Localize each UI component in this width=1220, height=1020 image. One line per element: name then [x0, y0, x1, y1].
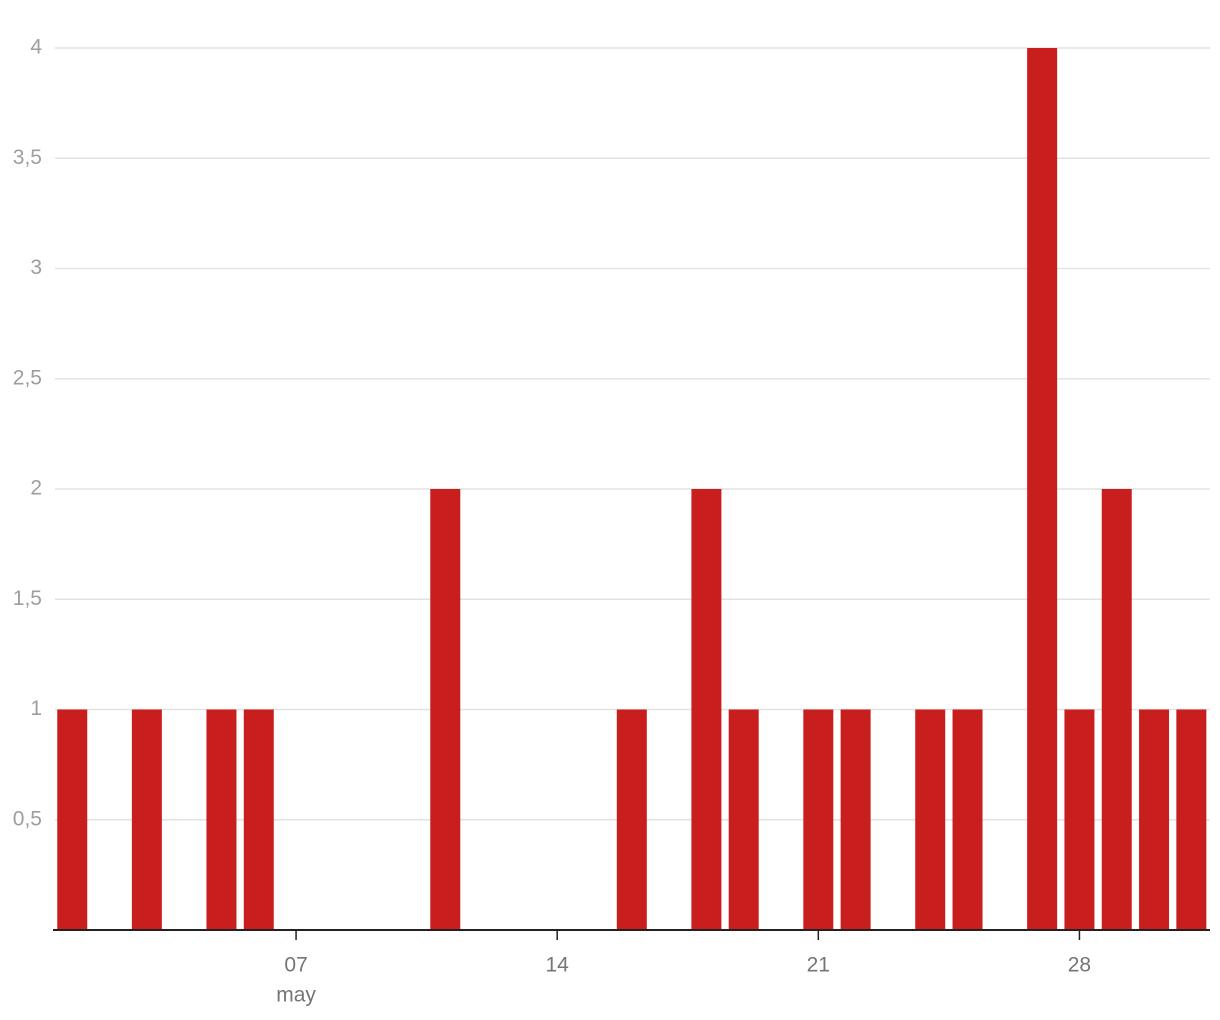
bar: [131, 709, 162, 930]
bar: [1027, 48, 1058, 930]
bar: [728, 709, 759, 930]
y-tick-label: 1,5: [13, 587, 42, 610]
bar: [206, 709, 237, 930]
bar: [840, 709, 871, 930]
bar: [952, 709, 983, 930]
bar: [915, 709, 946, 930]
y-tick-label: 4: [30, 36, 42, 59]
y-tick-label: 3: [30, 256, 42, 279]
bar: [57, 709, 88, 930]
bar: [616, 709, 647, 930]
x-tick-label: 28: [1068, 954, 1091, 977]
x-tick-label: 07: [284, 954, 307, 977]
bar: [243, 709, 274, 930]
bar: [691, 489, 722, 930]
x-tick-label: 21: [807, 954, 830, 977]
x-tick-label: 14: [546, 954, 570, 977]
bar: [803, 709, 834, 930]
bar: [1139, 709, 1170, 930]
bar: [1176, 709, 1207, 930]
y-tick-label: 2,5: [13, 366, 42, 389]
bar: [430, 489, 461, 930]
y-tick-label: 2: [30, 477, 42, 500]
bar: [1101, 489, 1132, 930]
y-tick-label: 1: [30, 697, 42, 720]
bar: [1064, 709, 1095, 930]
x-period-label: may: [276, 984, 316, 1007]
y-tick-label: 3,5: [13, 146, 42, 169]
y-tick-label: 0,5: [13, 807, 42, 830]
